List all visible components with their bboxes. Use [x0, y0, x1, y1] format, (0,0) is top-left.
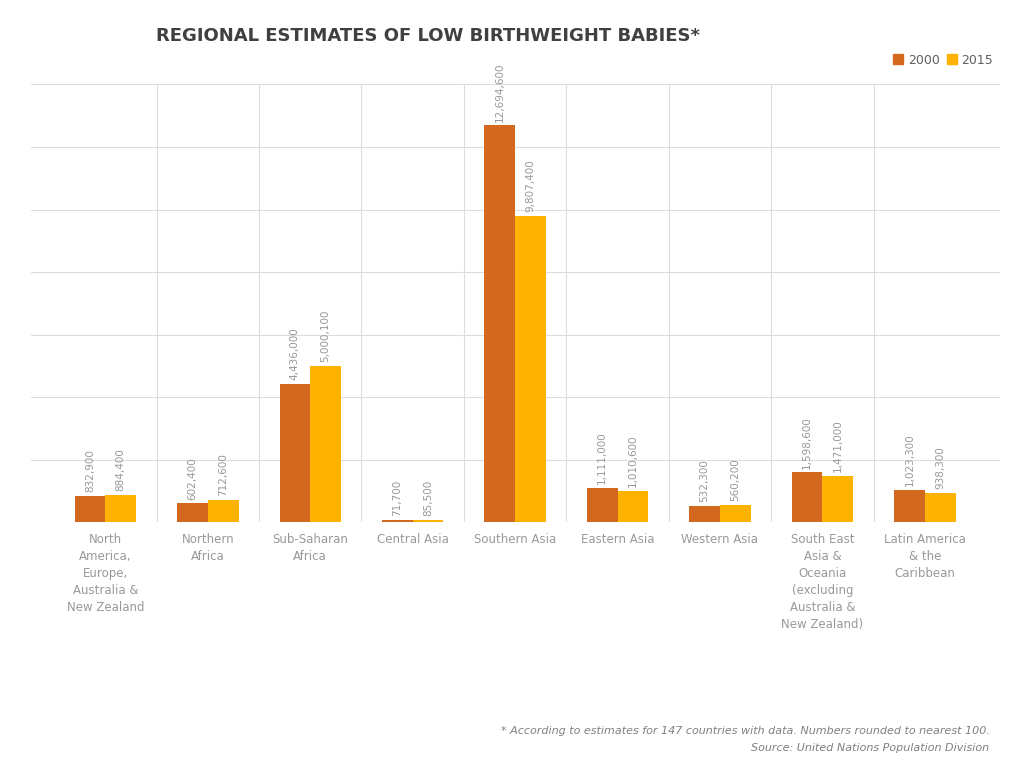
Bar	[74, 496, 105, 522]
Bar	[586, 488, 616, 522]
Bar	[719, 505, 750, 522]
Text: 5,000,100: 5,000,100	[320, 310, 330, 362]
Bar	[310, 366, 340, 522]
Bar	[821, 476, 852, 522]
Text: REGIONAL ESTIMATES OF LOW BIRTHWEIGHT BABIES*: REGIONAL ESTIMATES OF LOW BIRTHWEIGHT BA…	[156, 27, 700, 45]
Text: 12,694,600: 12,694,600	[494, 62, 504, 121]
Bar	[177, 503, 208, 522]
Bar	[484, 125, 515, 522]
Text: Source: United Nations Population Division: Source: United Nations Population Divisi…	[751, 743, 988, 753]
Text: 602,400: 602,400	[187, 457, 198, 500]
Text: 85,500: 85,500	[423, 479, 433, 516]
Bar	[279, 383, 310, 522]
Text: 560,200: 560,200	[730, 458, 740, 501]
Text: 1,111,000: 1,111,000	[596, 431, 606, 484]
Bar	[515, 216, 545, 522]
Text: 9,807,400: 9,807,400	[525, 159, 535, 212]
Text: 1,471,000: 1,471,000	[832, 420, 842, 472]
Bar	[413, 520, 443, 522]
Text: 532,300: 532,300	[699, 459, 709, 502]
Bar	[381, 520, 413, 522]
Text: 938,300: 938,300	[934, 446, 945, 489]
Text: 1,598,600: 1,598,600	[801, 415, 811, 468]
Text: 884,400: 884,400	[115, 448, 125, 491]
Bar	[208, 500, 238, 522]
Bar	[616, 491, 648, 522]
Text: 712,600: 712,600	[218, 453, 228, 496]
Bar	[689, 505, 719, 522]
Text: * According to estimates for 147 countries with data. Numbers rounded to nearest: * According to estimates for 147 countri…	[500, 726, 988, 736]
Bar	[924, 493, 955, 522]
Text: 832,900: 832,900	[85, 449, 95, 492]
Legend: 2000, 2015: 2000, 2015	[893, 54, 993, 67]
Text: 4,436,000: 4,436,000	[289, 327, 300, 380]
Bar	[894, 490, 924, 522]
Text: 1,010,600: 1,010,600	[628, 434, 637, 487]
Text: 71,700: 71,700	[392, 480, 401, 516]
Bar	[105, 495, 136, 522]
Bar	[791, 472, 821, 522]
Text: 1,023,300: 1,023,300	[904, 434, 914, 486]
